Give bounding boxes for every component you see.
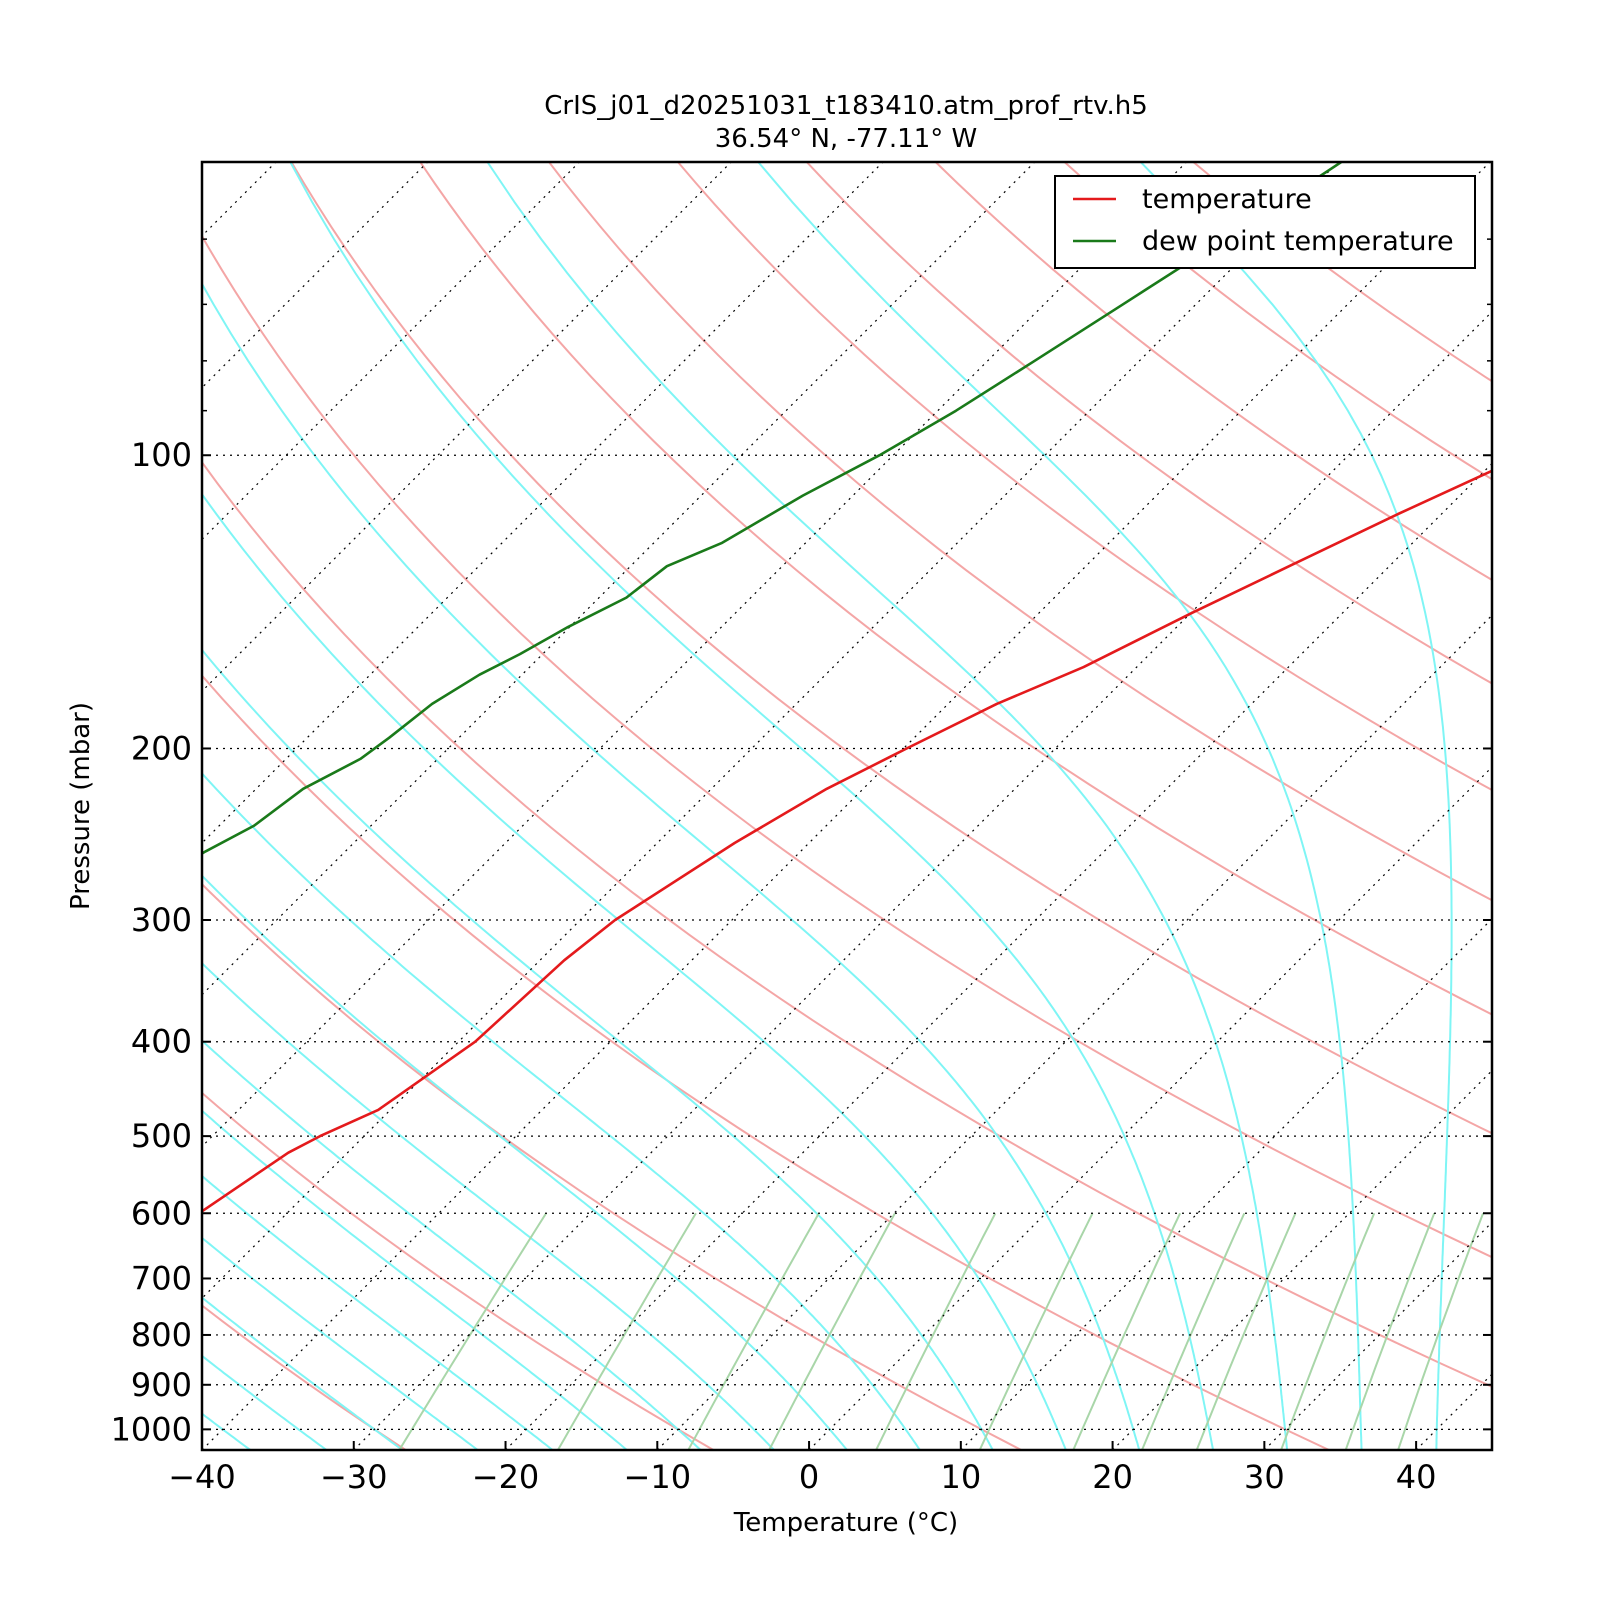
dry-adiabat-line [202, 674, 1330, 1450]
moist-adiabat-line [202, 281, 1141, 1450]
y-tick-label: 800 [131, 1316, 192, 1354]
y-tick-label: 700 [131, 1259, 192, 1297]
dry-adiabat-line [202, 234, 1492, 1259]
mixing-ratio-line [1072, 1212, 1182, 1450]
dry-adiabat-line [202, 1091, 714, 1450]
y-tick-label: 500 [131, 1117, 192, 1155]
y-tick-label: 400 [131, 1023, 192, 1061]
isotherm-gridline [353, 310, 1492, 1450]
dry-adiabat-line [419, 162, 1492, 1016]
moist-adiabat-line [757, 162, 1363, 1450]
mixing-ratio-line [1195, 1212, 1297, 1450]
dry-adiabat-line [1192, 162, 1492, 383]
series-line-temperature [202, 469, 1492, 1213]
isotherm-gridline [202, 162, 884, 844]
y-tick-label: 300 [131, 901, 192, 939]
x-tick-label: 40 [1396, 1458, 1437, 1496]
mixing-ratio-line [687, 1212, 820, 1450]
isotherm-gridline [505, 462, 1492, 1450]
data-series [202, 162, 1492, 1213]
isotherm-gridline [202, 162, 1339, 1300]
y-tick-label: 600 [131, 1194, 192, 1232]
x-tick-label: 30 [1244, 1458, 1285, 1496]
x-tick-label: 0 [799, 1458, 819, 1496]
x-tick-label: 10 [940, 1458, 981, 1496]
moist-adiabat-line [202, 1354, 328, 1450]
moist-adiabat-line [202, 648, 994, 1450]
isotherm-gridline [808, 766, 1492, 1450]
isotherm-gridline [656, 614, 1492, 1450]
x-axis-label: Temperature (°C) [733, 1508, 958, 1538]
dry-adiabat-line [290, 162, 1492, 1135]
moist-adiabat-line [202, 874, 848, 1450]
dry-adiabat-line [805, 162, 1492, 685]
x-tick-label: 20 [1092, 1458, 1133, 1496]
dry-adiabat-line [548, 162, 1492, 902]
mixing-ratio-line [1397, 1212, 1485, 1450]
x-tick-label: −30 [320, 1458, 388, 1496]
dry-adiabat-line [202, 460, 1492, 1388]
moist-adiabat-line [202, 772, 921, 1450]
series-line-dew-point-temperature [202, 162, 1343, 855]
chart-subtitle: 36.54° N, -77.11° W [715, 124, 977, 154]
legend: temperature dew point temperature [1054, 175, 1476, 269]
mixing-ratio-line [1280, 1212, 1376, 1450]
moist-adiabat-line [202, 1296, 403, 1450]
moist-adiabat-line [1139, 162, 1453, 1450]
moist-adiabat-line [202, 961, 775, 1450]
chart-title: CrIS_j01_d20251031_t183410.atm_prof_rtv.… [544, 91, 1148, 121]
legend-label-temperature: temperature [1142, 184, 1312, 215]
y-tick-label: 900 [131, 1366, 192, 1404]
legend-label-dew-point-temperature: dew point temperature [1142, 226, 1454, 257]
mixing-ratio-line [978, 1212, 1094, 1450]
x-axis-ticks: −40 −30 −20 −10 0 10 20 30 40 [168, 1441, 1436, 1496]
isotherm-gridline [202, 162, 1036, 996]
moist-adiabat-line [202, 1039, 702, 1450]
x-tick-label: −20 [472, 1458, 540, 1496]
plot-frame [200, 160, 1494, 1452]
y-tick-label: 100 [131, 436, 192, 474]
mixing-ratio-line [1344, 1212, 1436, 1450]
dry-adiabat-line [677, 162, 1492, 792]
mixing-ratio-line [1141, 1212, 1246, 1450]
y-tick-label: 1000 [111, 1410, 192, 1448]
mixing-ratio-line [768, 1212, 896, 1450]
dry-adiabat-line [202, 882, 1022, 1450]
moist-adiabat-line [202, 1109, 628, 1450]
mixing-ratio-line [557, 1212, 697, 1450]
y-axis-label: Pressure (mbar) [66, 702, 96, 910]
grid-lines [202, 162, 1492, 1450]
mixing-ratio-line [398, 1212, 547, 1450]
x-tick-label: −10 [624, 1458, 692, 1496]
dry-adiabat-line [1063, 162, 1492, 481]
y-tick-label: 200 [131, 729, 192, 767]
moist-adiabat-line [202, 492, 1067, 1450]
isotherm-gridline [202, 162, 1491, 1450]
moist-adiabat-line [486, 162, 1289, 1450]
legend-box [1054, 175, 1476, 269]
dry-adiabat-line [934, 162, 1492, 582]
mixing-ratio-line [875, 1212, 997, 1450]
y-axis-ticks: 100 200 300 400 500 600 700 800 900 1000 [111, 161, 1492, 1448]
isotherm-gridline [202, 162, 1187, 1148]
x-tick-label: −40 [168, 1458, 236, 1496]
moist-adiabat-line [202, 1236, 479, 1450]
